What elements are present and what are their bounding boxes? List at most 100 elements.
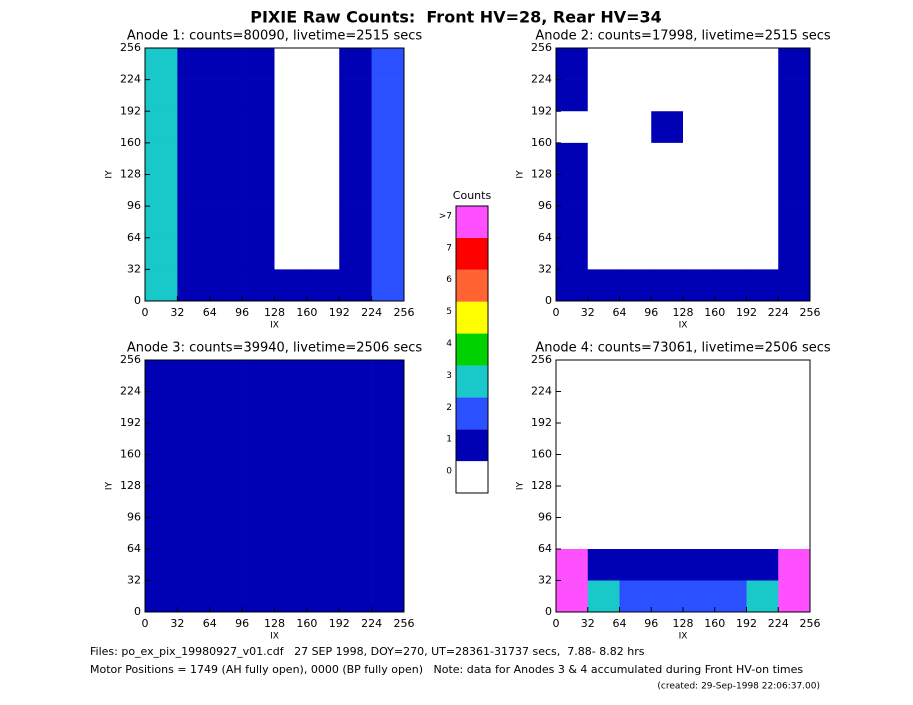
heat-cell	[209, 360, 243, 392]
colorbar-cell	[456, 301, 488, 334]
heat-cell	[746, 360, 779, 392]
x-tick-label: 160	[296, 306, 317, 319]
heat-cell	[306, 580, 340, 613]
heat-cell	[714, 48, 747, 80]
y-tick-label: 128	[120, 168, 141, 181]
heat-cell	[556, 142, 589, 175]
heat-cell	[145, 360, 178, 392]
heat-cell	[242, 549, 275, 581]
heat-cell	[209, 237, 243, 270]
heat-cell	[556, 454, 589, 487]
heat-cell	[587, 580, 620, 613]
heat-cell	[339, 79, 372, 112]
heat-cell	[683, 391, 716, 424]
heat-cell	[619, 269, 652, 302]
heat-cell	[209, 549, 243, 581]
heat-cell	[556, 79, 589, 112]
heat-cell	[306, 423, 340, 455]
heat-cell	[145, 517, 178, 550]
heat-cell	[339, 454, 372, 487]
heat-cell	[177, 79, 211, 112]
heat-cell	[619, 454, 652, 487]
x-axis-label: IX	[270, 632, 279, 642]
heat-cell	[714, 79, 747, 112]
heat-cell	[177, 142, 211, 175]
heat-cell	[242, 142, 275, 175]
heat-cell	[651, 48, 684, 80]
heat-cell	[746, 517, 779, 550]
heat-cell	[371, 174, 405, 207]
heat-cell	[339, 486, 372, 518]
heat-cell	[371, 423, 405, 455]
x-tick-label: 96	[235, 617, 249, 630]
heat-cell	[619, 580, 652, 613]
x-axis-label: IX	[270, 321, 279, 331]
heat-cell	[145, 580, 178, 613]
heat-cell	[242, 174, 275, 207]
panel-title: Anode 2: counts=17998, livetime=2515 sec…	[535, 29, 831, 44]
heat-cell	[778, 206, 811, 239]
heat-cell	[683, 549, 716, 581]
heat-cell	[746, 142, 779, 175]
heat-cell	[177, 517, 211, 550]
heat-cell	[145, 549, 178, 581]
heat-cell	[619, 486, 652, 518]
y-tick-label: 160	[531, 448, 552, 461]
heat-cell	[587, 206, 620, 239]
colorbar-label: 4	[446, 339, 452, 349]
heat-cell	[242, 580, 275, 613]
heat-cell	[651, 360, 684, 392]
heat-cell	[274, 423, 308, 455]
x-tick-label: 128	[673, 306, 694, 319]
heat-cell	[339, 391, 372, 424]
heat-cell	[177, 206, 211, 239]
heat-cell	[683, 237, 716, 270]
heat-cell	[651, 486, 684, 518]
y-tick-label: 224	[531, 385, 552, 398]
heat-cell	[274, 517, 308, 550]
heat-cell	[274, 580, 308, 613]
heat-cell	[556, 391, 589, 424]
colorbar-frame	[455, 205, 489, 494]
heat-cell	[371, 580, 405, 613]
heat-cell	[274, 237, 308, 270]
heat-cell	[683, 206, 716, 239]
heat-cell	[746, 454, 779, 487]
heat-cell	[371, 206, 405, 239]
heat-cell	[306, 48, 340, 80]
heat-cell	[651, 206, 684, 239]
heat-cell	[209, 486, 243, 518]
heat-cell	[306, 486, 340, 518]
footer-created: (created: 29-Sep-1998 22:06:37.00)	[657, 682, 820, 692]
heat-cell	[371, 237, 405, 270]
heat-cell	[651, 79, 684, 112]
heat-cell	[274, 549, 308, 581]
heat-cell	[619, 111, 652, 144]
heat-cell	[145, 142, 178, 175]
footer-files: Files: po_ex_pix_19980927_v01.cdf 27 SEP…	[90, 645, 645, 658]
heat-cell	[746, 549, 779, 581]
heat-cell	[371, 269, 405, 302]
heat-cell	[778, 142, 811, 175]
heat-cell	[306, 206, 340, 239]
heat-cell	[242, 423, 275, 455]
heat-cell	[242, 269, 275, 302]
heat-cell	[274, 391, 308, 424]
x-tick-label: 32	[581, 617, 595, 630]
x-tick-label: 0	[553, 617, 560, 630]
y-axis-label: IY	[516, 481, 526, 490]
heat-cell	[339, 549, 372, 581]
heat-cell	[556, 580, 589, 613]
heat-cell	[242, 206, 275, 239]
y-tick-label: 64	[538, 542, 552, 555]
y-tick-label: 32	[538, 262, 552, 275]
heat-cell	[619, 360, 652, 392]
heat-cell	[242, 360, 275, 392]
x-tick-label: 256	[394, 306, 415, 319]
x-tick-label: 64	[613, 617, 627, 630]
heat-cell	[242, 79, 275, 112]
y-tick-label: 128	[531, 479, 552, 492]
heat-cell	[209, 206, 243, 239]
heat-cell	[371, 454, 405, 487]
panel-title: Anode 4: counts=73061, livetime=2506 sec…	[535, 341, 831, 356]
